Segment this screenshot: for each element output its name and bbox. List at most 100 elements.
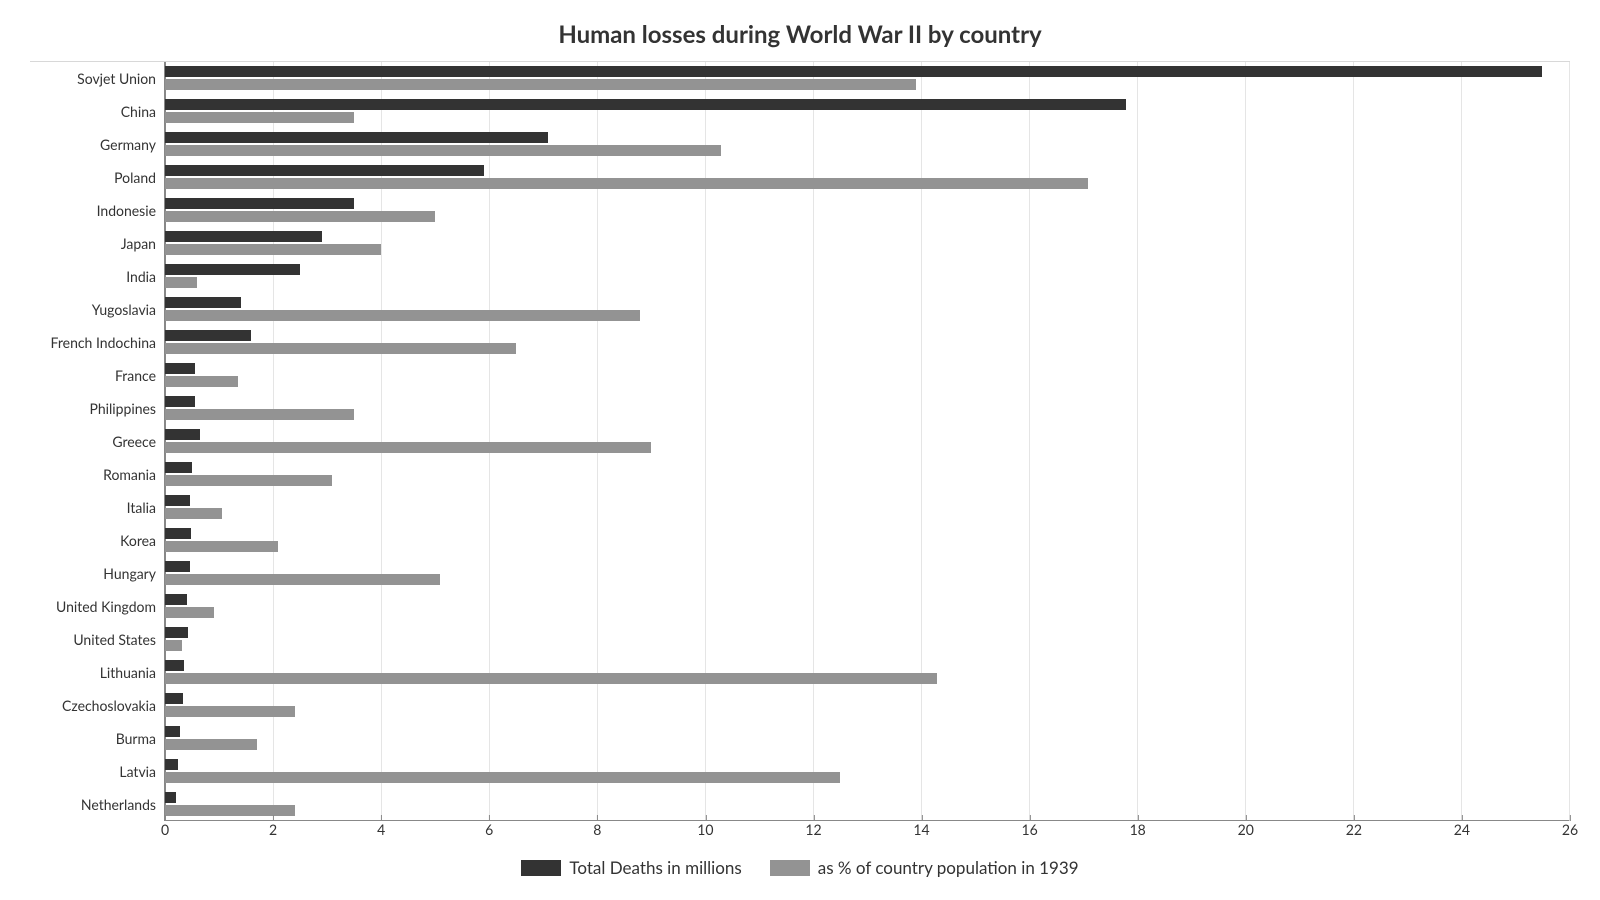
bar-pct bbox=[165, 706, 295, 717]
bar-group bbox=[165, 788, 1569, 821]
y-axis-label: Burma bbox=[30, 722, 164, 755]
bar-deaths bbox=[165, 165, 484, 176]
y-axis-label: Latvia bbox=[30, 755, 164, 788]
bar-group bbox=[165, 392, 1569, 425]
y-axis-label: Lithuania bbox=[30, 656, 164, 689]
bar-group bbox=[165, 722, 1569, 755]
bar-group bbox=[165, 458, 1569, 491]
y-axis-label: Netherlands bbox=[30, 788, 164, 821]
y-axis-label: France bbox=[30, 359, 164, 392]
plot-area: Sovjet UnionChinaGermanyPolandIndonesieJ… bbox=[30, 61, 1570, 821]
x-axis-tick: 26 bbox=[1562, 821, 1578, 838]
bar-pct bbox=[165, 409, 354, 420]
bar-deaths bbox=[165, 231, 322, 242]
y-axis-label: Czechoslovakia bbox=[30, 689, 164, 722]
bar-group bbox=[165, 293, 1569, 326]
bar-pct bbox=[165, 475, 332, 486]
bar-group bbox=[165, 524, 1569, 557]
bar-group bbox=[165, 623, 1569, 656]
x-axis-tick: 18 bbox=[1130, 821, 1146, 838]
bar-deaths bbox=[165, 330, 251, 341]
bar-pct bbox=[165, 508, 222, 519]
bar-group bbox=[165, 755, 1569, 788]
bar-pct bbox=[165, 376, 238, 387]
y-axis-label: India bbox=[30, 260, 164, 293]
x-axis-tick: 8 bbox=[593, 821, 601, 838]
x-axis-tick: 12 bbox=[805, 821, 821, 838]
bar-group bbox=[165, 227, 1569, 260]
x-axis-tick: 16 bbox=[1021, 821, 1037, 838]
bar-deaths bbox=[165, 660, 184, 671]
bar-pct bbox=[165, 178, 1088, 189]
x-axis: 02468101214161820222426 bbox=[165, 821, 1570, 851]
bar-deaths bbox=[165, 693, 183, 704]
bar-deaths bbox=[165, 429, 200, 440]
bar-deaths bbox=[165, 99, 1126, 110]
bar-pct bbox=[165, 607, 214, 618]
bar-groups bbox=[165, 62, 1569, 821]
bar-pct bbox=[165, 310, 640, 321]
bar-pct bbox=[165, 739, 257, 750]
bar-pct bbox=[165, 244, 381, 255]
bar-group bbox=[165, 590, 1569, 623]
y-axis-label: Greece bbox=[30, 425, 164, 458]
bar-deaths bbox=[165, 264, 300, 275]
bar-pct bbox=[165, 805, 295, 816]
bar-pct bbox=[165, 772, 840, 783]
x-axis-tick: 6 bbox=[485, 821, 493, 838]
bar-pct bbox=[165, 640, 182, 651]
bar-deaths bbox=[165, 759, 178, 770]
bar-pct bbox=[165, 277, 197, 288]
x-axis-tick: 14 bbox=[913, 821, 929, 838]
bar-pct bbox=[165, 112, 354, 123]
bar-group bbox=[165, 128, 1569, 161]
y-axis-label: Indonesie bbox=[30, 194, 164, 227]
bar-deaths bbox=[165, 561, 190, 572]
bar-pct bbox=[165, 145, 721, 156]
bar-deaths bbox=[165, 726, 180, 737]
legend: Total Deaths in millions as % of country… bbox=[30, 857, 1570, 878]
bar-deaths bbox=[165, 462, 192, 473]
x-axis-tick: 2 bbox=[269, 821, 277, 838]
x-axis-tick: 22 bbox=[1346, 821, 1362, 838]
chart-title: Human losses during World War II by coun… bbox=[30, 20, 1570, 49]
bar-group bbox=[165, 194, 1569, 227]
y-axis-labels: Sovjet UnionChinaGermanyPolandIndonesieJ… bbox=[30, 62, 165, 821]
y-axis-label: United States bbox=[30, 623, 164, 656]
bar-pct bbox=[165, 79, 916, 90]
bar-deaths bbox=[165, 198, 354, 209]
y-axis-label: Philippines bbox=[30, 392, 164, 425]
bar-deaths bbox=[165, 627, 188, 638]
y-axis-label: China bbox=[30, 95, 164, 128]
bar-deaths bbox=[165, 528, 191, 539]
bar-pct bbox=[165, 574, 440, 585]
legend-swatch-pct bbox=[770, 860, 810, 876]
bar-group bbox=[165, 326, 1569, 359]
x-axis-tick: 10 bbox=[697, 821, 713, 838]
bar-deaths bbox=[165, 363, 195, 374]
y-axis-label: Poland bbox=[30, 161, 164, 194]
bar-pct bbox=[165, 442, 651, 453]
y-axis-label: United Kingdom bbox=[30, 590, 164, 623]
y-axis-label: Germany bbox=[30, 128, 164, 161]
bar-group bbox=[165, 491, 1569, 524]
bar-group bbox=[165, 359, 1569, 392]
bar-pct bbox=[165, 343, 516, 354]
x-axis-tick: 0 bbox=[161, 821, 169, 838]
y-axis-label: Yugoslavia bbox=[30, 293, 164, 326]
y-axis-label: Romania bbox=[30, 458, 164, 491]
x-axis-tick: 4 bbox=[377, 821, 385, 838]
bar-group bbox=[165, 689, 1569, 722]
chart-container: Human losses during World War II by coun… bbox=[0, 0, 1600, 900]
y-axis-label: Japan bbox=[30, 227, 164, 260]
bar-deaths bbox=[165, 66, 1542, 77]
y-axis-label: French Indochina bbox=[30, 326, 164, 359]
bar-deaths bbox=[165, 396, 195, 407]
bar-group bbox=[165, 95, 1569, 128]
bar-group bbox=[165, 557, 1569, 590]
bar-deaths bbox=[165, 132, 548, 143]
gridline-vertical bbox=[1569, 62, 1570, 820]
legend-label-deaths: Total Deaths in millions bbox=[569, 857, 741, 878]
bar-deaths bbox=[165, 495, 190, 506]
y-axis-label: Italia bbox=[30, 491, 164, 524]
